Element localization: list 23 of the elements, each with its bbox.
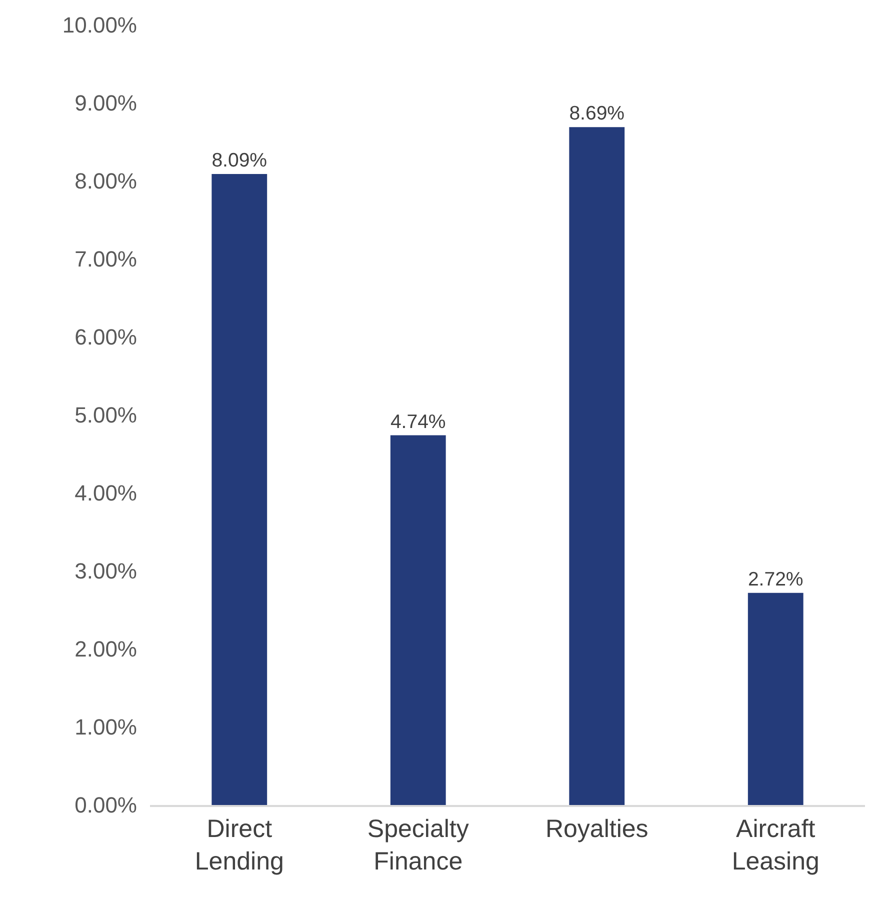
y-tick-label: 7.00% — [74, 246, 137, 272]
y-tick-label: 4.00% — [74, 480, 137, 506]
data-label: 4.74% — [390, 410, 446, 433]
y-tick-label: 1.00% — [74, 714, 137, 740]
bar — [212, 174, 268, 805]
y-tick-label: 8.00% — [74, 168, 137, 194]
x-tick-label: Royalties — [545, 815, 648, 843]
data-label: 8.09% — [212, 150, 268, 172]
data-label: 2.72% — [748, 568, 804, 590]
bar — [569, 127, 625, 805]
y-tick-label: 0.00% — [74, 792, 137, 818]
y-tick-label: 6.00% — [74, 324, 137, 350]
y-tick-label: 10.00% — [62, 12, 137, 38]
x-tick-label: Specialty Finance — [367, 815, 470, 876]
bar — [748, 592, 804, 805]
data-label: 8.69% — [569, 102, 625, 125]
x-tick-label: Direct Lending — [194, 815, 284, 876]
y-tick-label: 9.00% — [74, 90, 137, 116]
x-tick-label: Aircraft Leasing — [732, 815, 820, 876]
y-tick-label: 2.00% — [74, 636, 137, 662]
y-tick-label: 5.00% — [74, 402, 137, 428]
bar — [390, 435, 446, 805]
y-tick-label: 3.00% — [74, 558, 137, 584]
